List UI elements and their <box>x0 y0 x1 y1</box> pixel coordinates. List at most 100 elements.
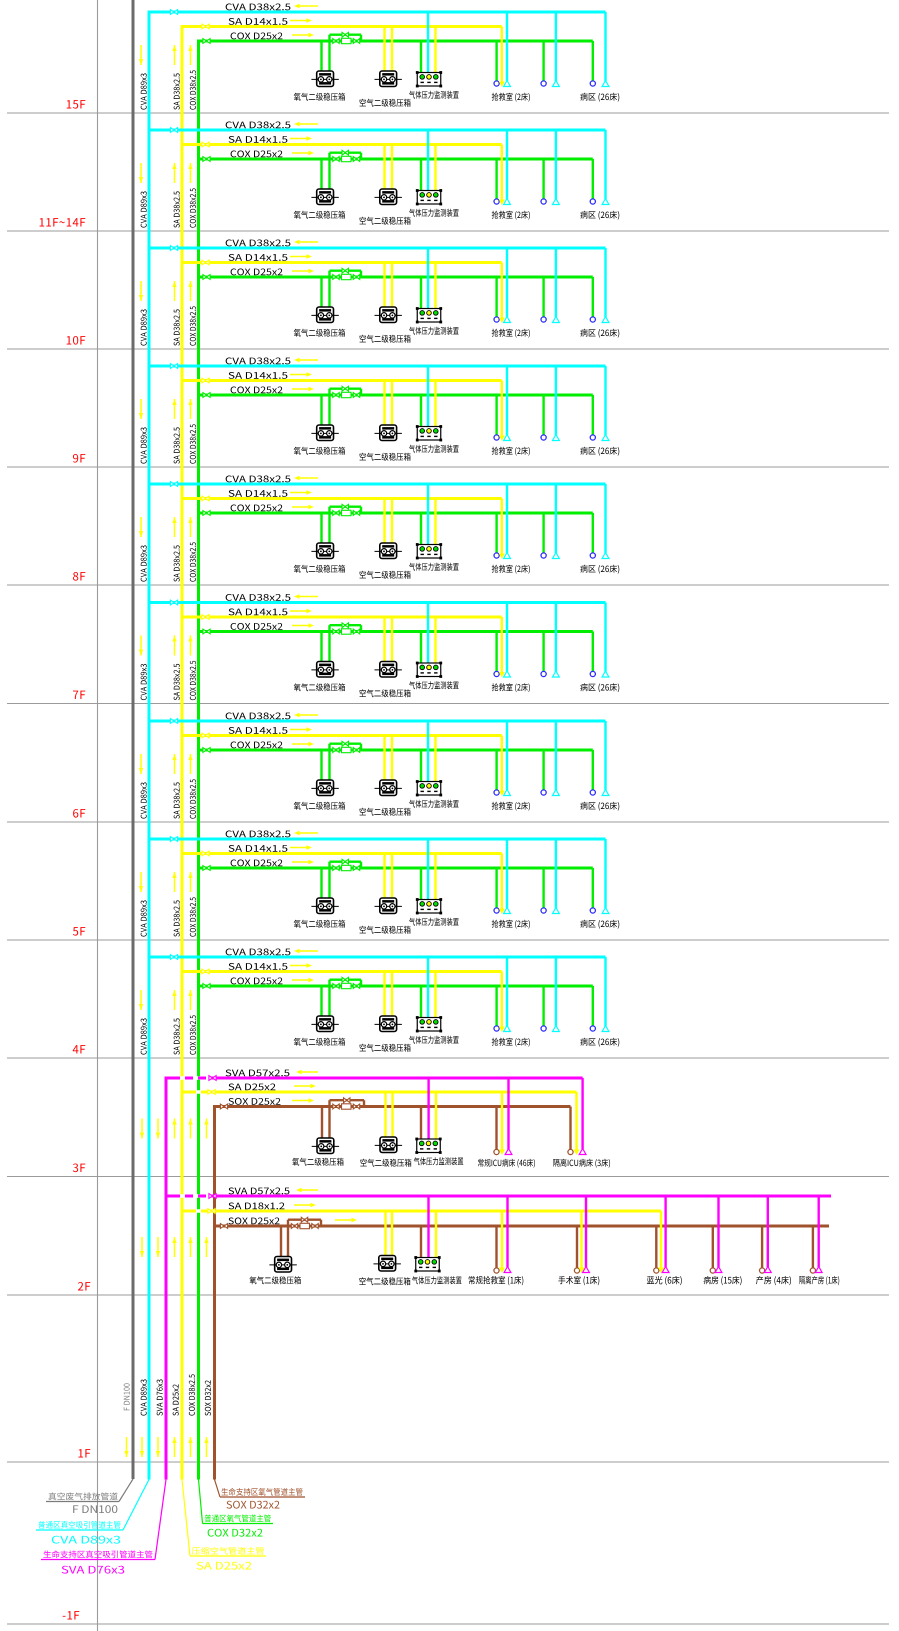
oxygen-outlet-icon <box>709 1267 717 1274</box>
shape <box>323 683 331 692</box>
box-rect <box>420 908 424 911</box>
shape <box>359 925 366 934</box>
shape <box>173 455 180 460</box>
shape <box>597 1276 600 1286</box>
outlet-circle <box>383 787 385 790</box>
shape <box>259 963 266 970</box>
valve-icon <box>207 1088 216 1096</box>
shape <box>257 1187 263 1195</box>
shape <box>366 1043 374 1052</box>
flow-arrow-icon <box>139 1237 145 1257</box>
oxygen-outlet-icon <box>493 1025 500 1032</box>
shape <box>284 948 291 956</box>
shape <box>281 608 288 616</box>
pipe-label <box>230 386 283 394</box>
shape <box>173 918 180 922</box>
shape <box>189 1045 196 1051</box>
shape <box>284 121 291 129</box>
floor-label <box>77 1281 91 1291</box>
shape <box>189 450 196 455</box>
box-rect <box>439 1016 443 1019</box>
flow-arrow-icon <box>172 1237 177 1257</box>
shape <box>123 1395 130 1400</box>
shape <box>396 1044 404 1052</box>
shape <box>253 490 259 497</box>
outlet-circle <box>426 783 432 789</box>
shape <box>257 1217 263 1225</box>
shape <box>194 192 196 194</box>
shape <box>600 329 605 336</box>
shape <box>106 1520 114 1529</box>
shape <box>219 1514 227 1522</box>
shape <box>259 254 266 261</box>
shape <box>188 635 193 642</box>
pipe-label <box>225 475 291 483</box>
box-rect <box>419 1266 423 1269</box>
shape <box>249 1069 256 1077</box>
shape <box>831 1275 838 1285</box>
shape <box>46 218 51 227</box>
box-rect <box>382 436 395 439</box>
shape <box>665 1276 667 1286</box>
shape <box>266 491 272 497</box>
shape <box>156 1379 163 1384</box>
shape <box>424 1276 431 1285</box>
box-rect <box>420 81 424 84</box>
shape <box>434 799 440 808</box>
valve-icon <box>208 1192 217 1200</box>
riser-label <box>140 427 147 464</box>
shape <box>279 1276 287 1285</box>
device-label <box>359 334 411 343</box>
shape <box>409 917 416 926</box>
outlet-circle <box>383 668 385 671</box>
shape <box>173 928 180 933</box>
shape <box>140 1018 147 1022</box>
shape <box>517 565 521 572</box>
shape <box>189 1032 196 1036</box>
shape <box>279 850 281 852</box>
shape <box>188 1391 195 1396</box>
shape <box>105 1505 111 1514</box>
shape <box>189 76 196 80</box>
legend-spec <box>51 1535 121 1544</box>
shape <box>249 712 256 720</box>
vacuum-outlet-icon <box>601 315 610 324</box>
box-rect <box>427 908 431 911</box>
shape <box>173 1036 180 1040</box>
shape <box>173 669 180 674</box>
shape <box>234 1083 242 1091</box>
shape <box>90 1535 98 1544</box>
shape <box>308 859 314 865</box>
device-label <box>409 444 459 453</box>
shape <box>601 1158 609 1167</box>
room-label <box>580 210 620 220</box>
regulator-icon <box>340 37 352 45</box>
shape <box>440 681 447 690</box>
shape <box>272 963 278 970</box>
shape <box>123 1383 130 1387</box>
shape <box>173 788 180 792</box>
outlet-circle <box>320 1145 323 1148</box>
shape <box>232 3 239 11</box>
shape <box>263 475 269 483</box>
shape <box>204 1387 211 1392</box>
box-rect <box>425 1266 430 1269</box>
shape <box>204 1402 211 1407</box>
box-rect <box>319 909 332 912</box>
shape <box>579 1158 586 1167</box>
shape <box>109 1492 118 1501</box>
air-outlet-icon <box>498 908 505 914</box>
shape <box>140 794 147 798</box>
valve-icon <box>341 621 349 629</box>
oxygen-outlet-icon <box>493 789 500 796</box>
box-rect <box>415 780 419 783</box>
shape <box>253 136 259 143</box>
oxygen-outlet-icon <box>540 434 547 441</box>
box-rect <box>439 425 443 428</box>
shape <box>330 802 338 810</box>
shape <box>330 565 338 573</box>
shape <box>249 1514 257 1523</box>
shape <box>204 1396 211 1400</box>
shape <box>374 100 381 106</box>
band-10F <box>138 239 620 346</box>
